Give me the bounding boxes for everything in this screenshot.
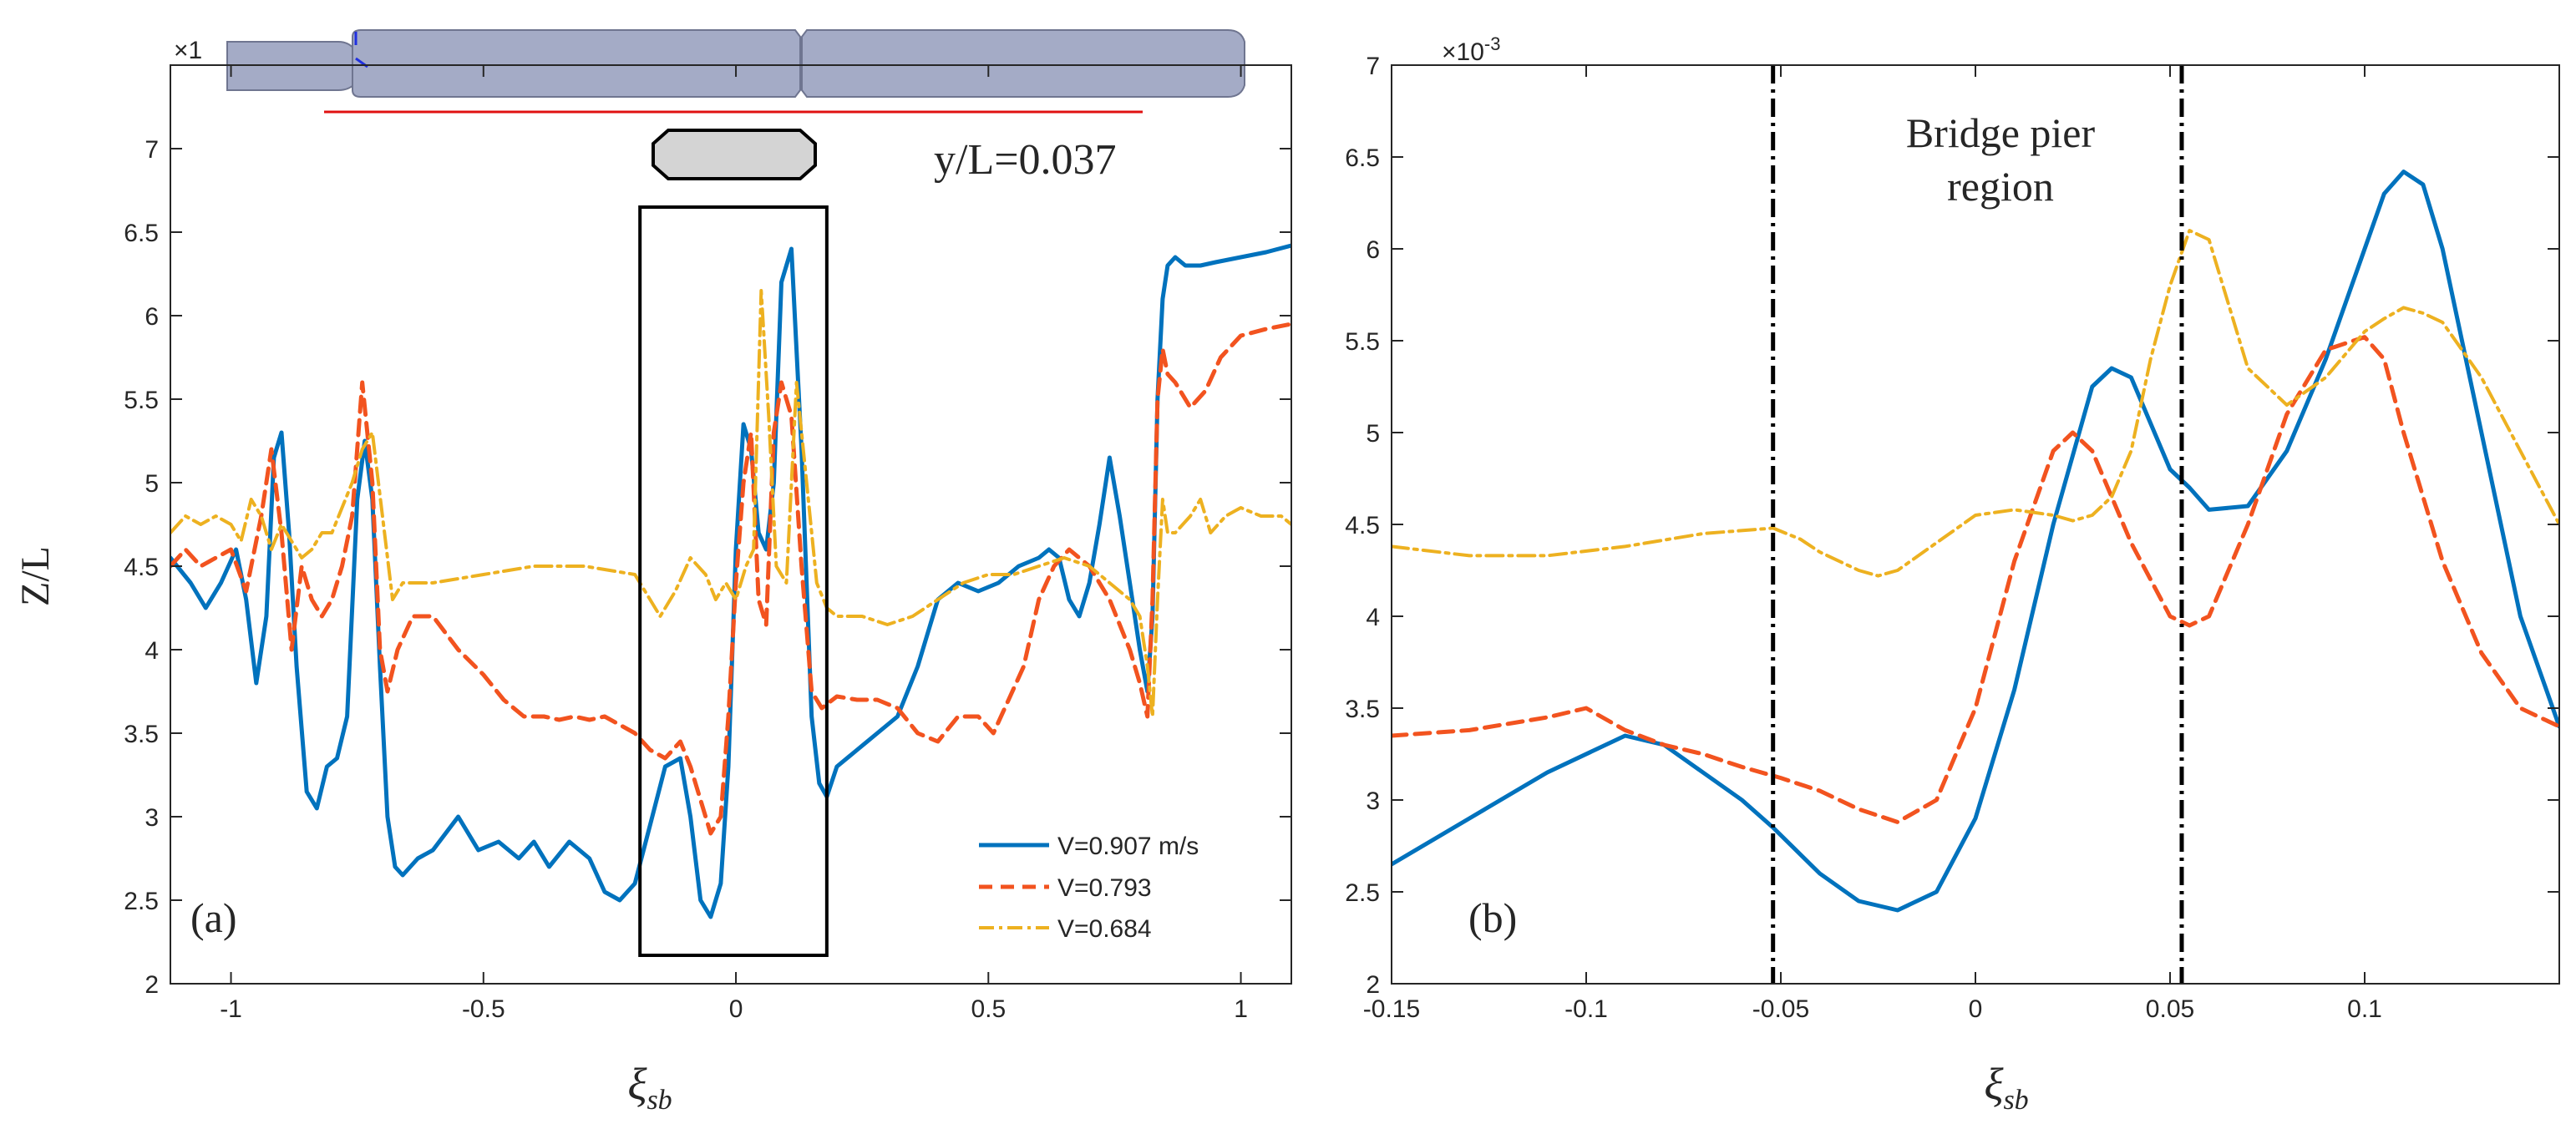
bridge-pier-shape [652, 129, 817, 180]
panel-b-y-multiplier-exp: -3 [1484, 33, 1501, 54]
y-tick-label: 3.5 [124, 721, 159, 748]
y-tick-label: 3 [145, 804, 159, 832]
panel-b-series-line-1 [1392, 170, 2559, 913]
y-tick-label: 4 [1366, 604, 1380, 631]
panel-b-y-multiplier-base: ×10 [1442, 38, 1484, 66]
y-tick-label: 5.5 [124, 387, 159, 414]
panel-b-region-lines [1771, 65, 2184, 984]
y-tick-label: 5.5 [1345, 328, 1380, 356]
x-tick-label: -0.05 [1752, 995, 1809, 1023]
panel-a-xlabel-main: ξ [627, 1059, 647, 1109]
y-tick-label: 5 [1366, 420, 1380, 448]
legend-label-1: V=0.907 m/s [1057, 833, 1199, 860]
y-tick-label: 5 [145, 470, 159, 498]
y-tick-label: 7 [145, 136, 159, 164]
x-tick-label: 0.5 [971, 995, 1006, 1023]
x-tick-label: -0.1 [1564, 995, 1608, 1023]
panel-b-y-ticks: 2 2.5 3 3.5 4 4.5 5 5.5 6 6.5 7 [1345, 53, 2559, 999]
y-tick-label: 2.5 [124, 888, 159, 915]
y-tick-label: 6 [145, 303, 159, 331]
pier-region-highlight-box [638, 205, 829, 957]
y-tick-label: 4.5 [124, 554, 159, 581]
legend-label-2: V=0.793 [1057, 874, 1152, 902]
legend: V=0.907 m/s V=0.793 V=0.684 [979, 833, 1199, 943]
y-tick-label: 2 [1366, 971, 1380, 999]
panel-b-xlabel: ξsb [1984, 1059, 2028, 1116]
x-tick-label: -1 [220, 995, 242, 1023]
y-tick-label: 3.5 [1345, 696, 1380, 723]
y-tick-label: 2.5 [1345, 879, 1380, 907]
panel-b-annotation-line-1: Bridge pier [1906, 109, 2096, 156]
panel-a-annotation: y/L=0.037 [934, 136, 1117, 184]
panel-b-series-line-2 [1392, 335, 2559, 824]
panel-b: -0.15 -0.1 -0.05 0 0.05 0.1 2 2.5 3 3.5 4 4.5 5 5.5 6… [1345, 33, 2560, 1116]
panel-b-x-ticks: -0.15 -0.1 -0.05 0 0.05 0.1 [1363, 65, 2382, 1023]
x-tick-label: 0 [1969, 995, 1983, 1023]
y-tick-label: 3 [1366, 787, 1380, 815]
x-tick-label: 0 [729, 995, 743, 1023]
y-tick-label: 6.5 [124, 220, 159, 247]
x-tick-label: 0.05 [2146, 995, 2194, 1023]
panel-b-xlabel-sub: sb [2003, 1085, 2028, 1116]
panel-a-series [170, 243, 1291, 919]
panel-b-xlabel-main: ξ [1984, 1059, 2004, 1109]
x-tick-label: -0.5 [462, 995, 505, 1023]
y-tick-label: 6.5 [1345, 144, 1380, 172]
channel-schematic [226, 29, 1245, 180]
panel-a-y-multiplier: ×1 [174, 37, 202, 64]
panel-a-x-ticks: -1 -0.5 0 0.5 1 [220, 65, 1248, 1023]
panel-a-axes-frame [170, 64, 1292, 985]
panel-a-xlabel: ξsb [627, 1059, 672, 1116]
y-tick-label: 2 [145, 971, 159, 999]
panel-b-y-multiplier: ×10-3 [1442, 33, 1500, 66]
panel-b-series [1392, 170, 2559, 913]
legend-label-3: V=0.684 [1057, 915, 1152, 943]
panel-b-series-line-3 [1392, 229, 2559, 578]
panel-b-annotation-line-2: region [1947, 163, 2054, 210]
y-tick-label: 7 [1366, 53, 1380, 80]
y-tick-label: 4.5 [1345, 512, 1380, 539]
panel-a-ylabel: Z/L [13, 546, 58, 606]
panel-a-y-ticks: 2 2.5 3 3.5 4 4.5 5 5.5 6 6.5 7 [124, 136, 1291, 999]
y-tick-label: 4 [145, 637, 159, 665]
y-tick-label: 6 [1366, 236, 1380, 264]
x-tick-label: 0.1 [2347, 995, 2382, 1023]
panel-a-label: (a) [190, 894, 237, 941]
x-tick-label: 1 [1234, 995, 1248, 1023]
panel-b-label: (b) [1468, 894, 1517, 941]
channel-section-middle [352, 29, 801, 98]
panel-a: -1 -0.5 0 0.5 1 2 2.5 3 3.5 4 4.5 5 5.5 6 6.5 7 ×1 y/L… [13, 29, 1292, 1116]
panel-a-series-line-3 [170, 289, 1291, 718]
channel-section-right [801, 29, 1245, 98]
panel-a-series-line-2 [170, 322, 1291, 836]
x-tick-label: -0.15 [1363, 995, 1420, 1023]
panel-a-xlabel-sub: sb [647, 1085, 672, 1116]
